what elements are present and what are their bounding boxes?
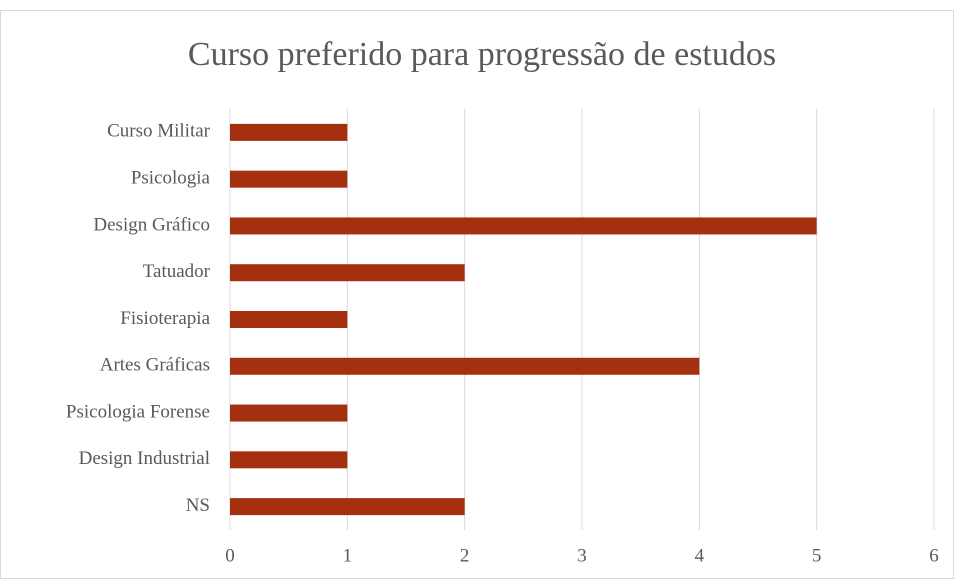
chart-border xyxy=(0,10,954,579)
y-tick-label: Psicologia Forense xyxy=(66,401,210,422)
bar xyxy=(230,498,465,516)
bar xyxy=(230,311,348,328)
bar xyxy=(230,404,348,422)
x-tick-label: 5 xyxy=(812,545,822,566)
x-tick-label: 1 xyxy=(343,545,353,566)
bar xyxy=(230,451,348,469)
y-tick-label: Design Industrial xyxy=(79,448,210,469)
y-tick-label: Design Gráfico xyxy=(93,214,210,235)
x-tick-label: 0 xyxy=(225,545,235,566)
x-tick-label: 6 xyxy=(929,545,939,566)
y-tick-label: NS xyxy=(186,495,210,516)
chart-title: Curso preferido para progressão de estud… xyxy=(188,36,776,73)
y-tick-label: Fisioterapia xyxy=(120,308,210,329)
bar xyxy=(230,123,348,141)
bar xyxy=(230,357,700,375)
x-tick-label: 3 xyxy=(577,545,587,566)
x-tick-label: 4 xyxy=(695,545,705,566)
y-tick-label: Psicologia xyxy=(131,168,211,189)
y-tick-label: Curso Militar xyxy=(107,121,211,142)
bar xyxy=(230,170,348,188)
x-tick-label: 2 xyxy=(460,545,470,566)
bar xyxy=(230,264,465,282)
y-tick-label: Tatuador xyxy=(143,261,211,282)
bar xyxy=(230,217,817,235)
y-tick-label: Artes Gráficas xyxy=(100,355,210,376)
